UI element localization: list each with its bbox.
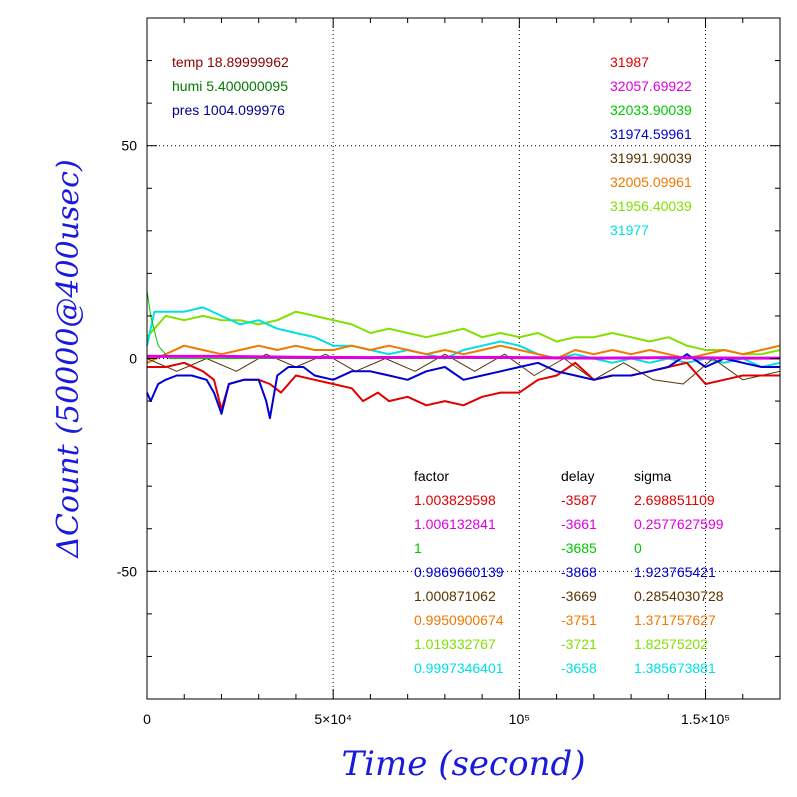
- table-cell-sigma: 1.371757627: [634, 612, 716, 628]
- tick-labels: 0 5×10⁴ 10⁵ 1.5×10⁵ 50 0 -50: [117, 138, 730, 727]
- table-cell-sigma: 0.2577627599: [634, 516, 724, 532]
- table-cell-factor: 0.9950900674: [414, 612, 504, 628]
- table-cell-factor: 1: [414, 540, 422, 556]
- calibration-table: factor delay sigma 1.003829598 -3587 2.698…: [414, 468, 724, 676]
- table-cell-delay: -3721: [561, 636, 597, 652]
- table-cell-factor: 1.006132841: [414, 516, 496, 532]
- table-cell-factor: 1.003829598: [414, 492, 496, 508]
- table-cell-factor: 0.9997346401: [414, 660, 504, 676]
- x-tick-label: 0: [143, 711, 151, 727]
- minor-ticks: [146, 18, 781, 699]
- table-cell-sigma: 0: [634, 540, 642, 556]
- table-cell-delay: -3661: [561, 516, 597, 532]
- environment-readings: temp 18.89999962 humi 5.400000095 pres 100…: [172, 54, 289, 118]
- table-cell-sigma: 1.385673881: [634, 660, 716, 676]
- series-line-2: [147, 354, 780, 360]
- table-cell-sigma: 1.923765421: [634, 564, 716, 580]
- table-cell-sigma: 0.2854030728: [634, 588, 724, 604]
- table-header-factor: factor: [414, 468, 449, 484]
- series-mean-value: 31956.40039: [610, 198, 692, 214]
- series-line-6: [146, 344, 781, 364]
- y-axis-title: ΔCount (50000@400usec): [51, 159, 86, 558]
- table-cell-delay: -3751: [561, 612, 597, 628]
- table-cell-sigma: 2.698851109: [634, 492, 715, 508]
- series-line-4: [146, 353, 780, 420]
- table-cell-delay: -3868: [561, 564, 597, 580]
- series-mean-value: 31991.90039: [610, 150, 692, 166]
- series-mean-value: 31974.59961: [610, 126, 692, 142]
- series-mean-value: 32057.69922: [610, 78, 692, 94]
- x-tick-label: 5×10⁴: [314, 711, 352, 727]
- series-line-8: [146, 306, 781, 368]
- table-cell-sigma: 1.82575202: [634, 636, 708, 652]
- table-cell-delay: -3587: [561, 492, 597, 508]
- env-reading: humi 5.400000095: [172, 78, 288, 94]
- table-header-sigma: sigma: [634, 468, 672, 484]
- x-axis-title: Time (second): [342, 744, 586, 784]
- table-cell-factor: 0.9869660139: [414, 564, 504, 580]
- series-mean-values: 31987 32057.69922 32033.90039 31974.59961 31…: [610, 54, 692, 238]
- x-tick-label: 10⁵: [509, 711, 530, 727]
- series-mean-value: 32033.90039: [610, 102, 692, 118]
- series-line-7: [146, 310, 781, 356]
- env-reading: temp 18.89999962: [172, 54, 289, 70]
- table-cell-delay: -3685: [561, 540, 597, 556]
- x-tick-label: 1.5×10⁵: [681, 711, 730, 727]
- env-reading: pres 1004.099976: [172, 102, 285, 118]
- series-lines: [146, 290, 781, 420]
- series-mean-value: 32005.09961: [610, 174, 692, 190]
- series-mean-value: 31987: [610, 54, 649, 70]
- table-cell-delay: -3658: [561, 660, 597, 676]
- table-cell-factor: 1.019332767: [414, 636, 496, 652]
- table-cell-delay: -3669: [561, 588, 597, 604]
- series-line-5: [146, 353, 781, 385]
- table-header-delay: delay: [561, 468, 594, 484]
- y-tick-label: 50: [121, 138, 137, 154]
- y-tick-label: 0: [129, 351, 137, 367]
- y-tick-label: -50: [117, 563, 137, 579]
- series-mean-value: 31977: [610, 222, 649, 238]
- table-cell-factor: 1.000871062: [414, 588, 496, 604]
